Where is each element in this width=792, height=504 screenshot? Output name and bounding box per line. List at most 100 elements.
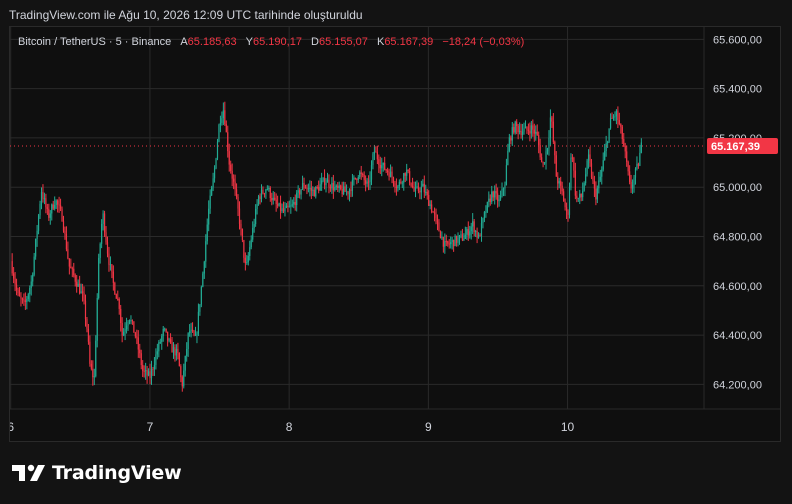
candle-body: [255, 209, 257, 225]
low-value: 65.155,07: [318, 36, 368, 48]
candle-body: [228, 151, 230, 165]
candle-body: [604, 151, 606, 161]
candle-body: [441, 237, 443, 239]
candle-body: [497, 193, 499, 202]
candle-body: [451, 239, 453, 243]
candle-body: [563, 191, 565, 202]
candle-body: [162, 328, 164, 336]
tradingview-logo[interactable]: TradingView: [12, 462, 182, 484]
candle-body: [73, 268, 75, 276]
candle-body: [115, 294, 117, 299]
candle-body: [46, 207, 48, 209]
candle-body: [582, 190, 584, 198]
candle-body: [266, 189, 268, 191]
symbol-label[interactable]: Bitcoin / TetherUS · 5 · Binance: [18, 36, 172, 48]
candle-body: [197, 311, 200, 334]
candle-body: [259, 196, 261, 200]
candle-body: [618, 120, 620, 125]
candle-body: [184, 356, 186, 371]
candle-body: [190, 329, 192, 332]
low-label: D: [311, 36, 319, 48]
candle-body: [87, 328, 90, 342]
candle-body: [61, 208, 63, 222]
candle-body: [439, 231, 442, 239]
candle-body: [240, 223, 242, 229]
candle-body: [583, 183, 585, 191]
candle-body: [590, 163, 593, 178]
candle-body: [417, 186, 420, 191]
candle-body: [152, 369, 154, 371]
candle-body: [488, 198, 490, 202]
candle-body: [156, 351, 158, 355]
candle-body: [272, 197, 274, 201]
candle-body: [178, 353, 180, 367]
candle-body: [520, 130, 522, 136]
candle-body: [414, 187, 417, 191]
candle-body: [183, 370, 185, 387]
candle-body: [341, 189, 343, 195]
candle-body: [338, 185, 340, 189]
x-tick-label: 10: [561, 420, 575, 434]
candle-body: [134, 332, 136, 337]
candle-body: [395, 186, 398, 188]
candle-body: [482, 218, 484, 224]
candle-body: [203, 261, 205, 274]
candle-body: [362, 174, 364, 176]
candle-body: [39, 203, 41, 216]
candle-body: [398, 181, 400, 187]
candle-body: [257, 196, 260, 205]
candle-body: [18, 293, 21, 297]
candle-body: [328, 179, 330, 187]
candle-body: [601, 169, 603, 177]
candle-body: [42, 191, 44, 199]
candle-body: [64, 230, 66, 234]
candle-body: [29, 287, 31, 295]
candle-body: [640, 142, 642, 153]
candle-body: [576, 195, 578, 199]
candle-body: [199, 304, 201, 312]
candle-body: [70, 266, 72, 269]
candle-body: [143, 370, 145, 372]
candle-body: [81, 291, 84, 294]
candle-body: [475, 231, 477, 233]
candle-body: [68, 258, 70, 267]
candle-body: [419, 190, 421, 193]
candle-body: [453, 239, 455, 247]
candle-body: [404, 173, 406, 176]
candle-body: [514, 121, 516, 133]
candle-body: [299, 190, 301, 195]
candle-body: [536, 131, 538, 136]
candle-body: [400, 181, 402, 183]
candle-body: [92, 368, 94, 378]
candle-body: [552, 121, 554, 142]
candle-body: [120, 308, 122, 323]
candle-body: [485, 211, 487, 213]
candle-body: [231, 171, 233, 179]
candle-body: [318, 187, 320, 191]
chart-panel[interactable]: 64.200,00 64.400,00 64.600,00 64.800,00 65.0…: [9, 26, 781, 442]
candle-body: [98, 257, 100, 298]
candle-body: [516, 121, 518, 126]
candle-body: [340, 185, 342, 190]
candle-body: [401, 182, 403, 184]
candlestick-chart[interactable]: 64.200,00 64.400,00 64.600,00 64.800,00 65.0…: [10, 27, 780, 441]
candle-body: [325, 182, 327, 186]
candle-body: [206, 224, 208, 242]
candle-body: [429, 204, 431, 206]
candle-body: [221, 118, 223, 123]
candle-body: [225, 124, 227, 133]
candle-body: [106, 242, 109, 254]
candle-body: [608, 128, 610, 142]
candle-body: [489, 198, 491, 202]
candle-body: [279, 203, 282, 212]
candle-body: [442, 237, 444, 247]
candle-body: [570, 157, 572, 188]
candle-body: [194, 335, 197, 337]
candle-body: [363, 174, 365, 181]
y-tick-label: 64.800,00: [713, 231, 762, 243]
candle-body: [554, 141, 556, 156]
x-tick-label: 7: [147, 420, 154, 434]
candle-body: [469, 231, 471, 236]
candle-body: [397, 186, 399, 188]
